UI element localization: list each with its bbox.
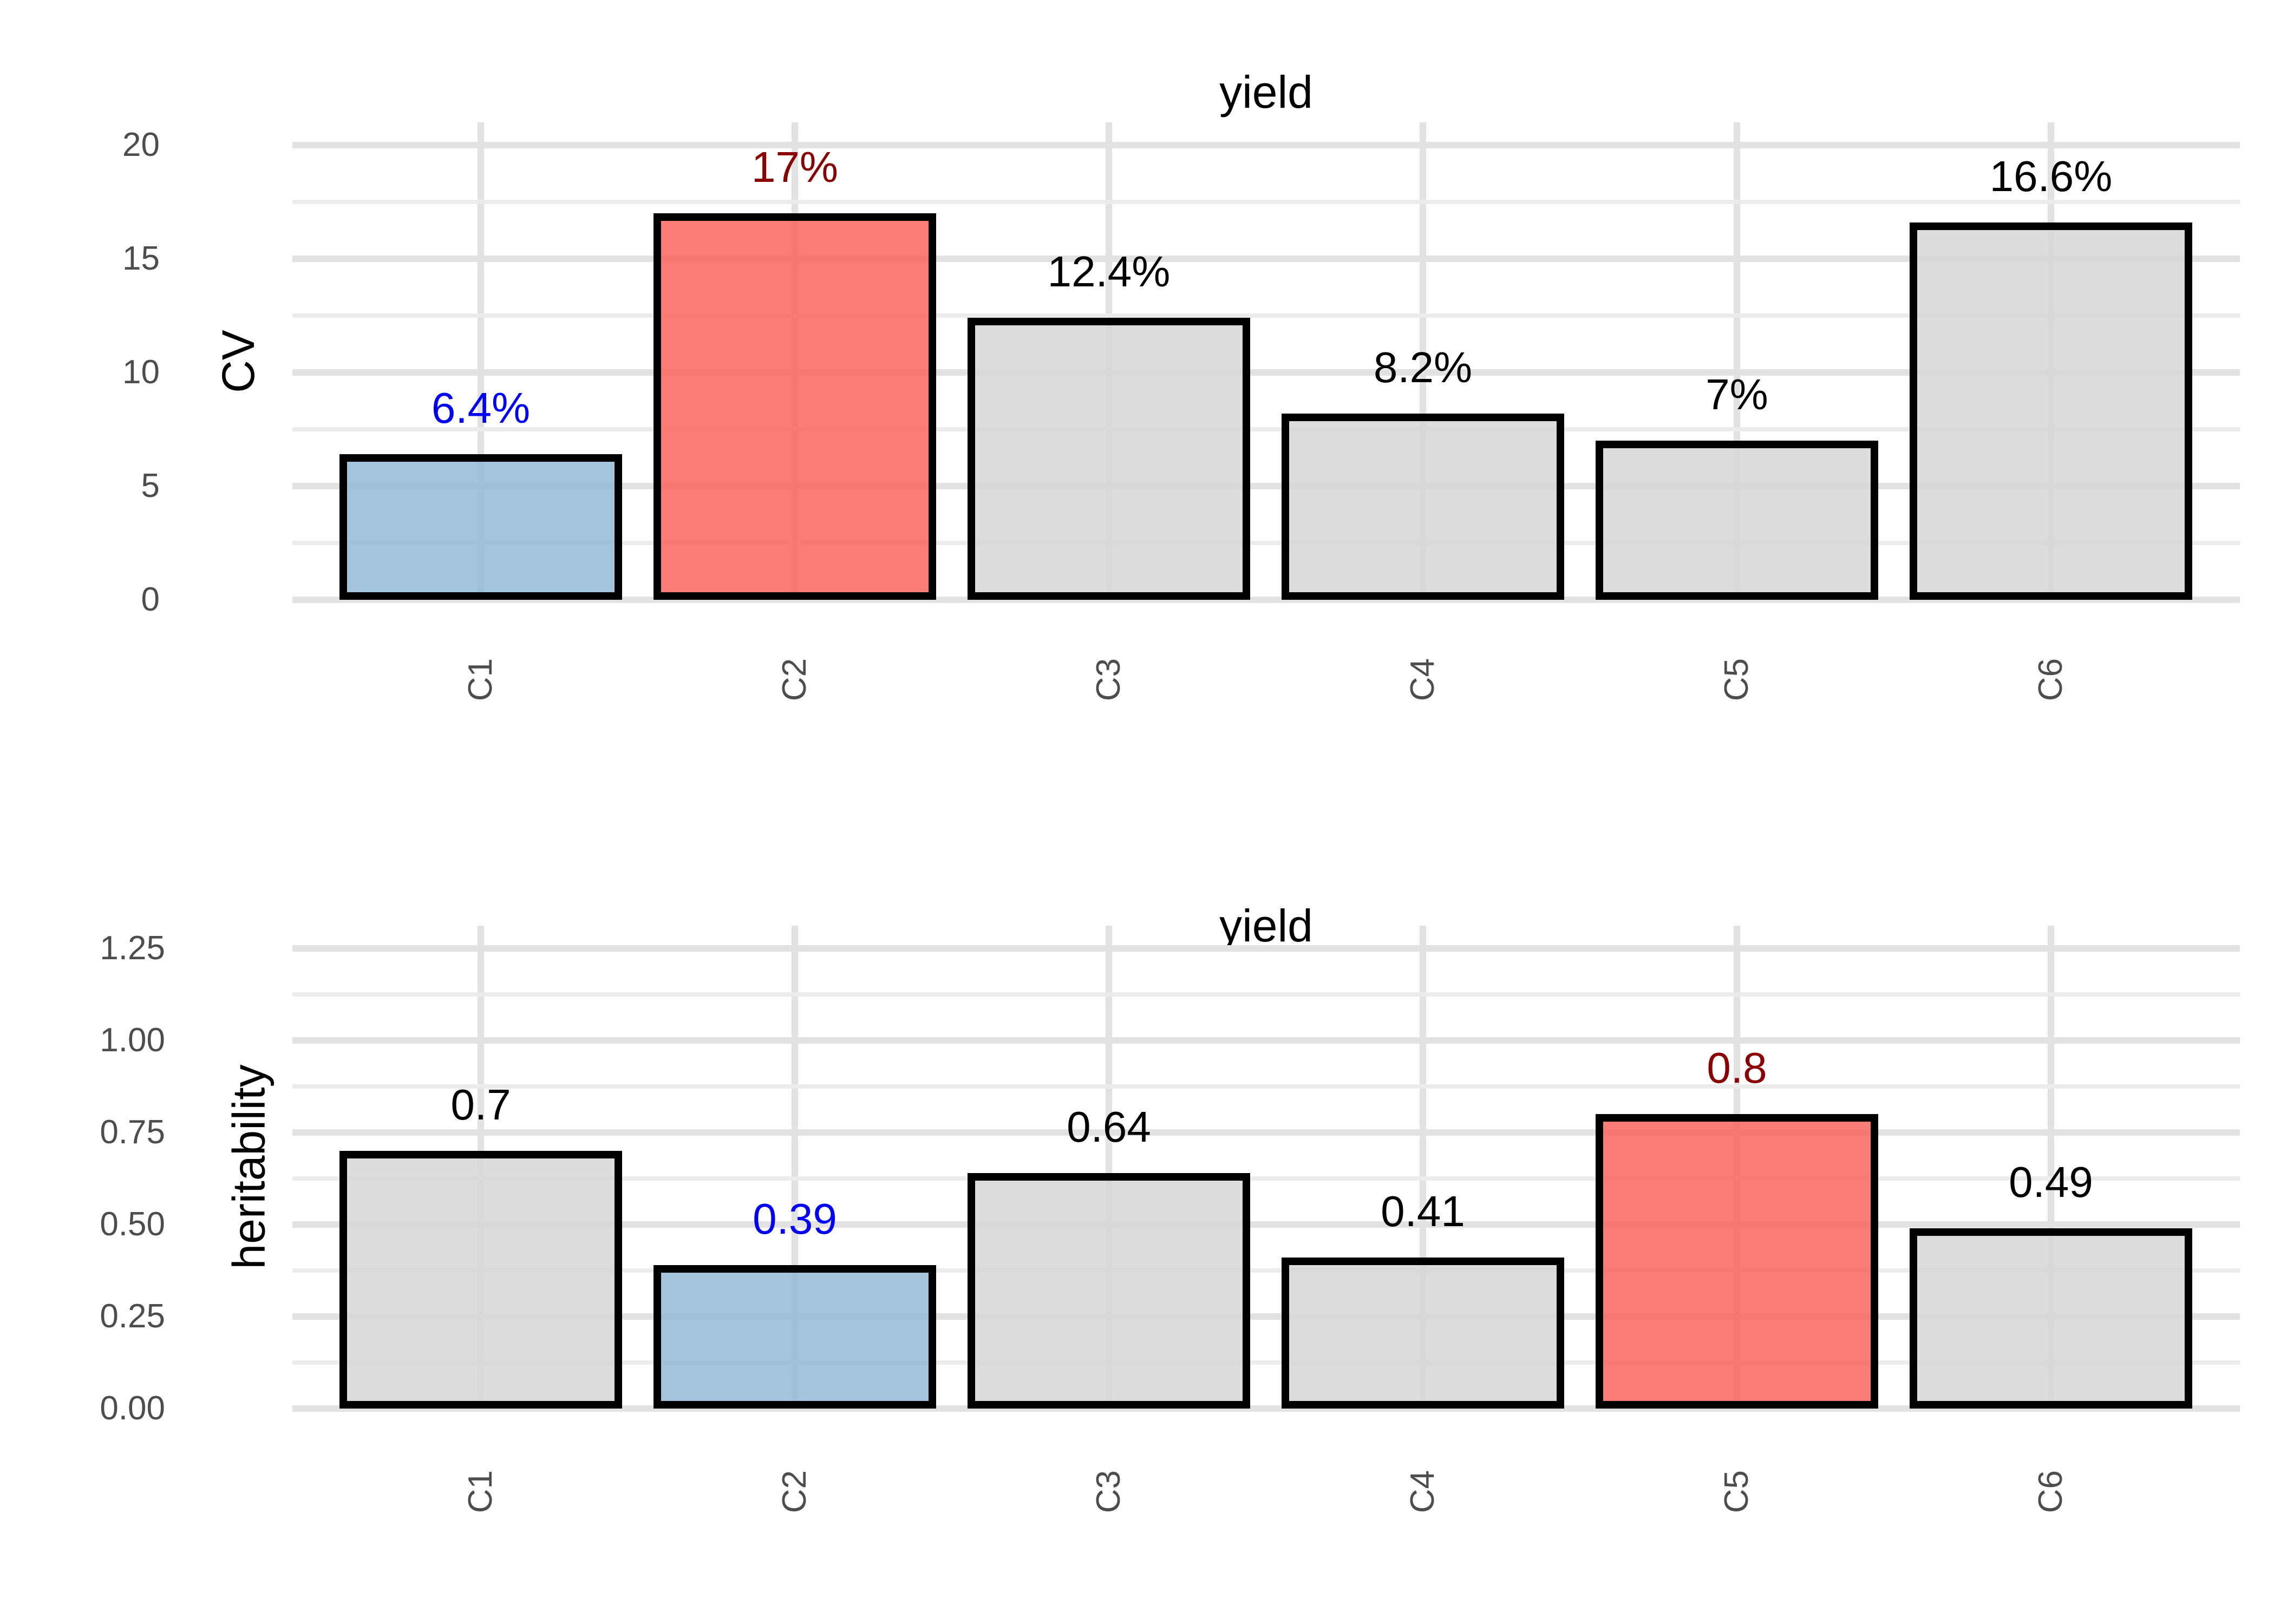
gridline-major xyxy=(292,1129,2240,1136)
gridline-minor xyxy=(292,313,2240,318)
x-tick-label: C6 xyxy=(2013,1453,2089,1529)
bar-value-label: 0.64 xyxy=(1067,1103,1151,1151)
x-tick-label: C6 xyxy=(2013,641,2089,717)
bar-value-label: 0.39 xyxy=(753,1195,837,1243)
y-tick-label: 0.25 xyxy=(100,1298,165,1335)
bar-value-label: 0.7 xyxy=(450,1081,511,1129)
x-tick-text: C4 xyxy=(1404,1470,1442,1513)
y-tick-label: 10 xyxy=(122,353,160,391)
x-tick-label: C5 xyxy=(1699,1453,1775,1529)
bar-C1 xyxy=(339,1151,622,1409)
x-tick-label: C4 xyxy=(1385,641,1461,717)
x-tick-label: C4 xyxy=(1385,1453,1461,1529)
x-tick-text: C5 xyxy=(1718,1470,1756,1513)
x-tick-text: C6 xyxy=(2032,658,2070,701)
x-tick-text: C4 xyxy=(1404,658,1442,701)
x-tick-text: C3 xyxy=(1090,658,1128,701)
x-tick-text: C6 xyxy=(2032,1470,2070,1513)
gridline-minor xyxy=(292,427,2240,431)
bar-value-label: 7% xyxy=(1706,370,1768,418)
gridline-minor xyxy=(292,1268,2240,1273)
gridline-minor xyxy=(292,1084,2240,1089)
x-tick-text: C1 xyxy=(462,658,500,701)
x-tick-label: C2 xyxy=(757,1453,833,1529)
bar-C5 xyxy=(1596,441,1878,600)
x-tick-label: C2 xyxy=(757,641,833,717)
x-tick-label: C1 xyxy=(443,641,519,717)
bar-value-label: 12.4% xyxy=(1047,247,1171,296)
y-tick-label: 0.50 xyxy=(100,1206,165,1243)
x-tick-text: C3 xyxy=(1090,1470,1128,1513)
bar-C2 xyxy=(654,213,936,600)
bar-C5 xyxy=(1596,1114,1878,1409)
y-tick-label: 0.75 xyxy=(100,1114,165,1151)
x-tick-label: C3 xyxy=(1071,1453,1147,1529)
bar-C4 xyxy=(1282,1258,1564,1409)
bar-C6 xyxy=(1910,222,2192,600)
chart-title-2: yield xyxy=(1219,900,1313,951)
y-tick-label: 1.00 xyxy=(100,1021,165,1059)
x-tick-text: C5 xyxy=(1718,658,1756,701)
y-tick-label: 0.00 xyxy=(100,1390,165,1427)
gridline-minor xyxy=(292,200,2240,204)
y-axis-title-text-2: heritability xyxy=(223,1064,275,1269)
gridline-major xyxy=(292,1037,2240,1044)
x-tick-label: C1 xyxy=(443,1453,519,1529)
x-tick-text: C1 xyxy=(462,1470,500,1513)
gridline-major xyxy=(292,142,2240,148)
bar-C6 xyxy=(1910,1228,2192,1409)
y-tick-label: 1.25 xyxy=(100,929,165,967)
gridline-minor xyxy=(292,541,2240,545)
bar-value-label: 17% xyxy=(751,143,839,191)
bar-C2 xyxy=(654,1265,936,1409)
gridline-major xyxy=(292,945,2240,952)
bar-value-label: 16.6% xyxy=(1989,152,2113,200)
bar-C1 xyxy=(339,454,622,600)
plot-panel-2 xyxy=(292,925,2240,1412)
x-tick-text: C2 xyxy=(776,658,814,701)
gridline-minor xyxy=(292,992,2240,997)
y-tick-label: 20 xyxy=(122,126,160,163)
bar-value-label: 6.4% xyxy=(431,384,531,432)
plot-panel-1 xyxy=(292,122,2240,603)
gridline-minor xyxy=(292,1360,2240,1365)
bar-C4 xyxy=(1282,414,1564,600)
bar-value-label: 8.2% xyxy=(1373,343,1473,391)
y-tick-label: 15 xyxy=(122,240,160,277)
bar-C3 xyxy=(968,1173,1250,1409)
x-tick-label: C3 xyxy=(1071,641,1147,717)
y-axis-title-text-1: CV xyxy=(212,329,264,393)
x-tick-text: C2 xyxy=(776,1470,814,1513)
y-tick-label: 5 xyxy=(141,467,160,505)
bar-value-label: 0.49 xyxy=(2009,1158,2093,1206)
bar-value-label: 0.41 xyxy=(1381,1187,1465,1235)
bar-value-label: 0.8 xyxy=(1707,1044,1767,1092)
gridline-minor xyxy=(292,1176,2240,1181)
bar-C3 xyxy=(968,318,1250,600)
x-tick-label: C5 xyxy=(1699,641,1775,717)
chart-title-1: yield xyxy=(1219,67,1313,117)
y-tick-label: 0 xyxy=(141,581,160,618)
